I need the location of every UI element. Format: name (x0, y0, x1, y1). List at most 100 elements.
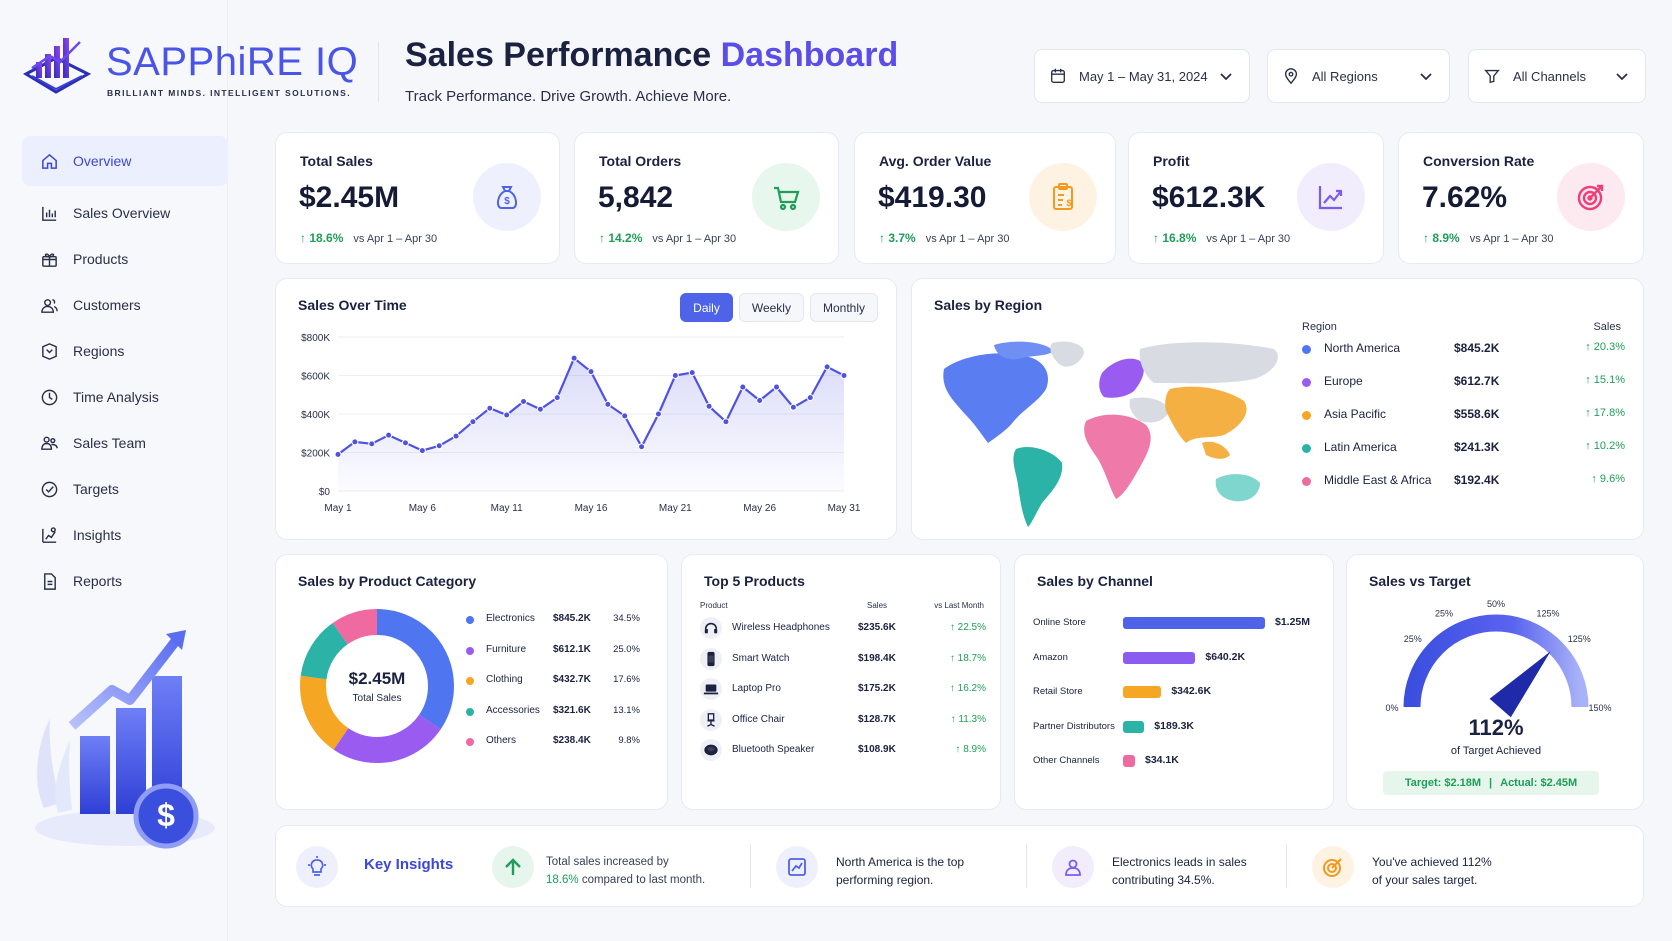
data-point[interactable] (756, 397, 764, 405)
product-row[interactable]: Wireless Headphones $235.6K ↑ 22.5% (700, 617, 986, 639)
data-point[interactable] (553, 394, 561, 402)
sidebar-item-sales-team[interactable]: Sales Team (22, 420, 228, 466)
channel-row[interactable]: Retail Store $342.6K (1033, 684, 1323, 700)
sidebar-item-overview[interactable]: Overview (22, 136, 228, 186)
channel-row[interactable]: Other Channels $34.1K (1033, 753, 1323, 769)
kpi-card-conversion-rate[interactable]: Conversion Rate 7.62% ↑ 8.9% vs Apr 1 – A… (1398, 132, 1644, 264)
sidebar-item-time-analysis[interactable]: Time Analysis (22, 374, 228, 420)
tab-monthly[interactable]: Monthly (809, 293, 878, 322)
data-point[interactable] (469, 418, 477, 426)
region-filter[interactable]: All Regions (1267, 49, 1450, 103)
data-point[interactable] (840, 372, 848, 379)
category-name: Electronics (486, 613, 535, 624)
channel-filter[interactable]: All Channels (1468, 49, 1646, 103)
data-point[interactable] (705, 402, 713, 410)
kpi-card-total-orders[interactable]: Total Orders 5,842 ↑ 14.2% vs Apr 1 – Apr… (574, 132, 839, 264)
channel-row[interactable]: Amazon $640.2K (1033, 650, 1323, 666)
data-point[interactable] (520, 397, 528, 405)
target-amount: Target: $2.18M (1404, 777, 1482, 789)
region-row[interactable]: North America $845.2K ↑ 20.3% (1302, 341, 1625, 357)
region-row[interactable]: Middle East & Africa $192.4K ↑ 9.6% (1302, 473, 1625, 489)
channel-row[interactable]: Online Store $1.25M (1033, 615, 1323, 631)
data-point[interactable] (773, 383, 781, 391)
data-point[interactable] (722, 418, 730, 426)
data-point[interactable] (486, 404, 494, 412)
data-point[interactable] (654, 410, 662, 418)
sidebar-item-sales-overview[interactable]: Sales Overview (22, 190, 228, 236)
kpi-value: $2.45M (299, 181, 400, 214)
map-region-latin-america (1013, 446, 1063, 527)
data-point[interactable] (638, 443, 646, 451)
y-tick-label: $400K (301, 410, 330, 421)
sidebar-item-regions[interactable]: Regions (22, 328, 228, 374)
data-point[interactable] (351, 438, 359, 446)
kpi-delta-value: 18.6% (309, 231, 344, 245)
sidebar-item-products[interactable]: Products (22, 236, 228, 282)
kpi-delta: ↑ 8.9% vs Apr 1 – Apr 30 (1423, 231, 1554, 245)
product-row[interactable]: Laptop Pro $175.2K ↑ 16.2% (700, 678, 986, 700)
data-point[interactable] (536, 405, 544, 413)
tab-daily[interactable]: Daily (680, 293, 733, 322)
data-point[interactable] (806, 394, 814, 402)
data-point[interactable] (452, 432, 460, 440)
tab-weekly[interactable]: Weekly (738, 293, 804, 322)
data-point[interactable] (418, 447, 426, 455)
data-point[interactable] (739, 383, 747, 391)
product-row[interactable]: Office Chair $128.7K ↑ 11.3% (700, 708, 986, 731)
data-point[interactable] (570, 354, 578, 362)
product-sales: $198.4K (858, 652, 896, 664)
sidebar-item-customers[interactable]: Customers (22, 282, 228, 328)
gauge-needle (1489, 651, 1551, 718)
target-icon (1312, 846, 1354, 888)
region-row[interactable]: Asia Pacific $558.6K ↑ 17.8% (1302, 407, 1625, 423)
sales-area (338, 358, 844, 491)
kpi-delta-value: 8.9% (1432, 231, 1460, 245)
kpi-card-total-sales[interactable]: Total Sales $2.45M ↑ 18.6% vs Apr 1 – Apr… (275, 132, 560, 264)
kpi-card-avg-order-value[interactable]: Avg. Order Value $419.30 ↑ 3.7% vs Apr 1 … (854, 132, 1116, 264)
card-title: Sales vs Target (1369, 573, 1471, 589)
svg-text:$: $ (504, 196, 510, 207)
data-point[interactable] (334, 450, 342, 458)
insights-icon (42, 526, 57, 543)
data-point[interactable] (435, 442, 443, 450)
product-row[interactable]: Smart Watch $198.4K ↑ 18.7% (700, 647, 986, 670)
data-point[interactable] (671, 372, 679, 379)
data-point[interactable] (604, 400, 612, 408)
product-row[interactable]: Bluetooth Speaker $108.9K ↑ 8.9% (700, 739, 986, 761)
category-row[interactable]: Others $238.4K 9.8% (466, 735, 640, 749)
legend-dot (466, 616, 474, 624)
data-point[interactable] (621, 412, 629, 420)
data-point[interactable] (823, 363, 831, 371)
data-point[interactable] (401, 439, 409, 447)
donut-slice-furniture[interactable] (300, 609, 454, 763)
region-row[interactable]: Europe $612.7K ↑ 15.1% (1302, 374, 1625, 390)
product-sales: $108.9K (858, 744, 896, 755)
sidebar-item-targets[interactable]: Targets (22, 466, 228, 512)
date-range-value: May 1 – May 31, 2024 (1079, 68, 1208, 84)
kpi-card-profit[interactable]: Profit $612.3K ↑ 16.8% vs Apr 1 – Apr 30 (1128, 132, 1384, 264)
sidebar-item-insights[interactable]: Insights (22, 512, 228, 558)
region-row[interactable]: Latin America $241.3K ↑ 10.2% (1302, 440, 1625, 456)
product-name: Wireless Headphones (732, 622, 830, 633)
target-caption: of Target Achieved (1450, 745, 1542, 757)
category-row[interactable]: Clothing $432.7K 17.6% (466, 674, 640, 688)
data-point[interactable] (385, 431, 393, 439)
date-range-filter[interactable]: May 1 – May 31, 2024 (1034, 49, 1250, 103)
donut-slice-clothing[interactable] (300, 609, 454, 763)
data-point[interactable] (503, 411, 511, 419)
data-point[interactable] (789, 403, 797, 411)
category-row[interactable]: Furniture $612.1K 25.0% (466, 644, 640, 658)
donut-slice-others[interactable] (300, 609, 454, 763)
category-donut-chart[interactable] (294, 603, 460, 769)
data-point[interactable] (368, 440, 376, 448)
category-row[interactable]: Electronics $845.2K 34.5% (466, 613, 640, 627)
category-row[interactable]: Accessories $321.6K 13.1% (466, 705, 640, 719)
data-point[interactable] (688, 369, 696, 377)
channel-row[interactable]: Partner Distributors $189.3K (1033, 719, 1323, 735)
users-icon (41, 298, 58, 313)
world-map[interactable] (934, 339, 1314, 527)
region-sales: $558.6K (1454, 407, 1500, 421)
region-sales: $845.2K (1454, 341, 1500, 355)
data-point[interactable] (587, 368, 595, 376)
sidebar-item-reports[interactable]: Reports (22, 558, 228, 604)
